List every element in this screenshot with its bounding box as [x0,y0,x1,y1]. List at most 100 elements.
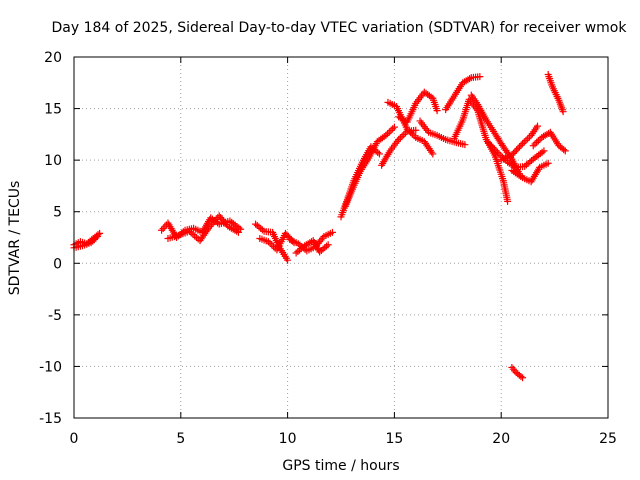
y-tick-label: 5 [53,205,62,221]
data-point [511,367,519,375]
data-point [517,372,525,380]
data-point [192,234,200,241]
y-tick-label: 0 [53,256,62,272]
x-tick-label: 5 [176,431,185,447]
data-point [512,146,520,154]
data-point [510,162,518,170]
x-axis-label: GPS time / hours [282,458,399,474]
axis-ticks [73,56,609,419]
data-point [268,241,276,249]
y-tick-label: -5 [48,308,62,324]
data-point [93,232,101,240]
plot-frame [73,56,609,419]
data-point [92,234,100,242]
y-tick-label: -10 [39,359,62,375]
y-axis-label: SDTVAR / TECUs [7,181,23,296]
data-point [519,374,527,382]
data-point [516,143,524,151]
data-point [486,140,494,148]
data-point [389,125,397,133]
chart-title: Day 184 of 2025, Sidereal Day-to-day VTE… [52,20,628,36]
data-point [534,122,542,130]
data-point [270,243,278,251]
data-point [476,73,484,81]
data-point [466,75,474,83]
data-point [407,129,415,137]
data-point [390,123,398,131]
data-point [494,148,502,156]
data-point [396,134,404,142]
x-tick-label: 0 [70,431,79,447]
data-point [382,131,390,139]
data-point [490,145,498,153]
data-point [234,228,242,236]
data-point [385,128,393,136]
data-point [264,238,272,246]
x-tick-label: 15 [385,431,403,447]
data-point [524,135,532,143]
data-point [508,151,516,159]
data-point [429,150,437,158]
x-tick-label: 25 [599,431,617,447]
data-point [504,197,512,205]
data-point [384,130,392,138]
data-point [159,224,167,232]
y-tick-label: 10 [44,153,62,169]
data-point [410,132,418,140]
data-point [87,239,95,247]
data-point [492,147,500,155]
data-point [534,137,542,145]
data-point [398,132,406,140]
data-point [544,159,552,167]
data-point [559,108,567,116]
data-point [461,141,469,149]
data-point [487,142,495,150]
data-point [531,140,539,148]
data-point [529,142,537,150]
y-tick-label: 15 [44,102,62,118]
x-tick-label: 20 [492,431,510,447]
tick-labels: 0 5 10 15 20 25 -15 -10 -5 0 5 10 15 20 [39,50,617,447]
data-point [322,242,330,250]
data-point [560,146,568,154]
data-point [375,150,383,158]
data-point [495,150,503,158]
data-point [520,138,528,146]
data-point [405,127,413,135]
data-point [324,241,332,249]
data-point [284,256,292,264]
data-point [489,143,497,151]
y-tick-label: 20 [44,50,62,66]
data-point [374,149,382,157]
data-point [540,147,548,155]
data-point [517,141,525,149]
data-point [395,136,403,144]
data-point [408,130,416,138]
data-point [522,136,530,144]
data-point [525,133,533,141]
data-point [158,226,166,234]
data-point [484,139,492,147]
data-point [511,148,519,156]
data-point [89,237,97,245]
data-point [266,239,274,247]
data-point [403,125,411,133]
x-tick-label: 10 [279,431,297,447]
data-point [514,145,522,153]
data-point [533,138,541,146]
data-point [412,126,420,134]
data-points [70,71,569,382]
data-point [387,126,395,134]
data-point [90,236,98,244]
y-tick-label: -15 [39,411,62,427]
data-point [328,228,336,236]
data-point [509,149,517,157]
data-point [191,232,199,240]
data-point [258,226,266,234]
data-point [433,107,441,115]
data-point [318,234,326,242]
grid [74,57,608,418]
data-point [519,140,527,148]
data-point [400,131,408,139]
